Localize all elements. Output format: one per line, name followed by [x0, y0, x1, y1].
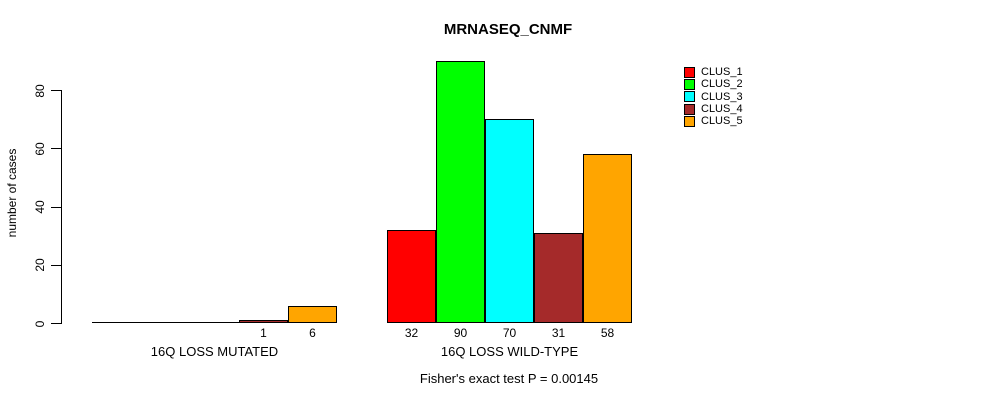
legend-label: CLUS_4 — [701, 102, 743, 115]
y-tick-label: 40 — [33, 200, 47, 214]
legend-item: CLUS_4 — [684, 103, 743, 115]
y-tick-label: 20 — [33, 258, 47, 272]
y-tick-mark — [51, 206, 61, 208]
bar-value-label: 31 — [551, 326, 566, 340]
bar-value-label: 6 — [309, 326, 316, 340]
bar-value-label: 1 — [260, 326, 267, 340]
bar — [239, 320, 288, 323]
legend-item: CLUS_2 — [684, 78, 743, 90]
legend-swatch — [684, 115, 695, 127]
group-label: 16Q LOSS MUTATED — [150, 344, 279, 359]
legend-label: CLUS_5 — [701, 115, 743, 128]
legend-item: CLUS_5 — [684, 115, 743, 127]
bar-value-label: 58 — [600, 326, 615, 340]
y-tick-label: 60 — [33, 142, 47, 156]
y-tick-mark — [51, 90, 61, 91]
bar — [583, 154, 632, 323]
bar-value-label: 90 — [453, 326, 468, 340]
zero-bar-line — [190, 322, 239, 323]
chart-title: MRNASEQ_CNMF — [443, 21, 573, 38]
bar-value-label: 32 — [404, 326, 419, 340]
y-tick-label: 0 — [33, 320, 47, 327]
y-axis-title: number of cases — [5, 148, 19, 238]
y-tick-mark — [51, 264, 61, 266]
legend-swatch — [684, 78, 695, 90]
bar — [534, 232, 583, 323]
legend: CLUS_1 CLUS_2 CLUS_3 CLUS_4 CLUS_5 — [684, 66, 743, 127]
bar — [485, 119, 534, 323]
legend-swatch — [684, 103, 695, 115]
bar — [288, 305, 337, 323]
y-axis-line — [61, 90, 62, 324]
legend-item: CLUS_3 — [684, 91, 743, 103]
y-tick-mark — [51, 148, 61, 150]
legend-label: CLUS_1 — [701, 66, 743, 78]
zero-bar-line — [141, 322, 190, 323]
bar-value-label: 70 — [502, 326, 517, 340]
bar — [436, 60, 485, 323]
y-tick-mark — [51, 323, 61, 324]
y-tick-label: 80 — [33, 83, 47, 98]
group-label: 16Q LOSS WILD-TYPE — [440, 344, 579, 359]
legend-label: CLUS_3 — [701, 90, 743, 103]
legend-swatch — [684, 91, 695, 103]
legend-swatch — [684, 66, 695, 78]
bar — [387, 229, 436, 323]
fisher-test-annotation: Fisher's exact test P = 0.00145 — [419, 371, 599, 386]
legend-item: CLUS_1 — [684, 66, 743, 78]
legend-label: CLUS_2 — [701, 78, 743, 91]
zero-bar-line — [92, 322, 141, 323]
